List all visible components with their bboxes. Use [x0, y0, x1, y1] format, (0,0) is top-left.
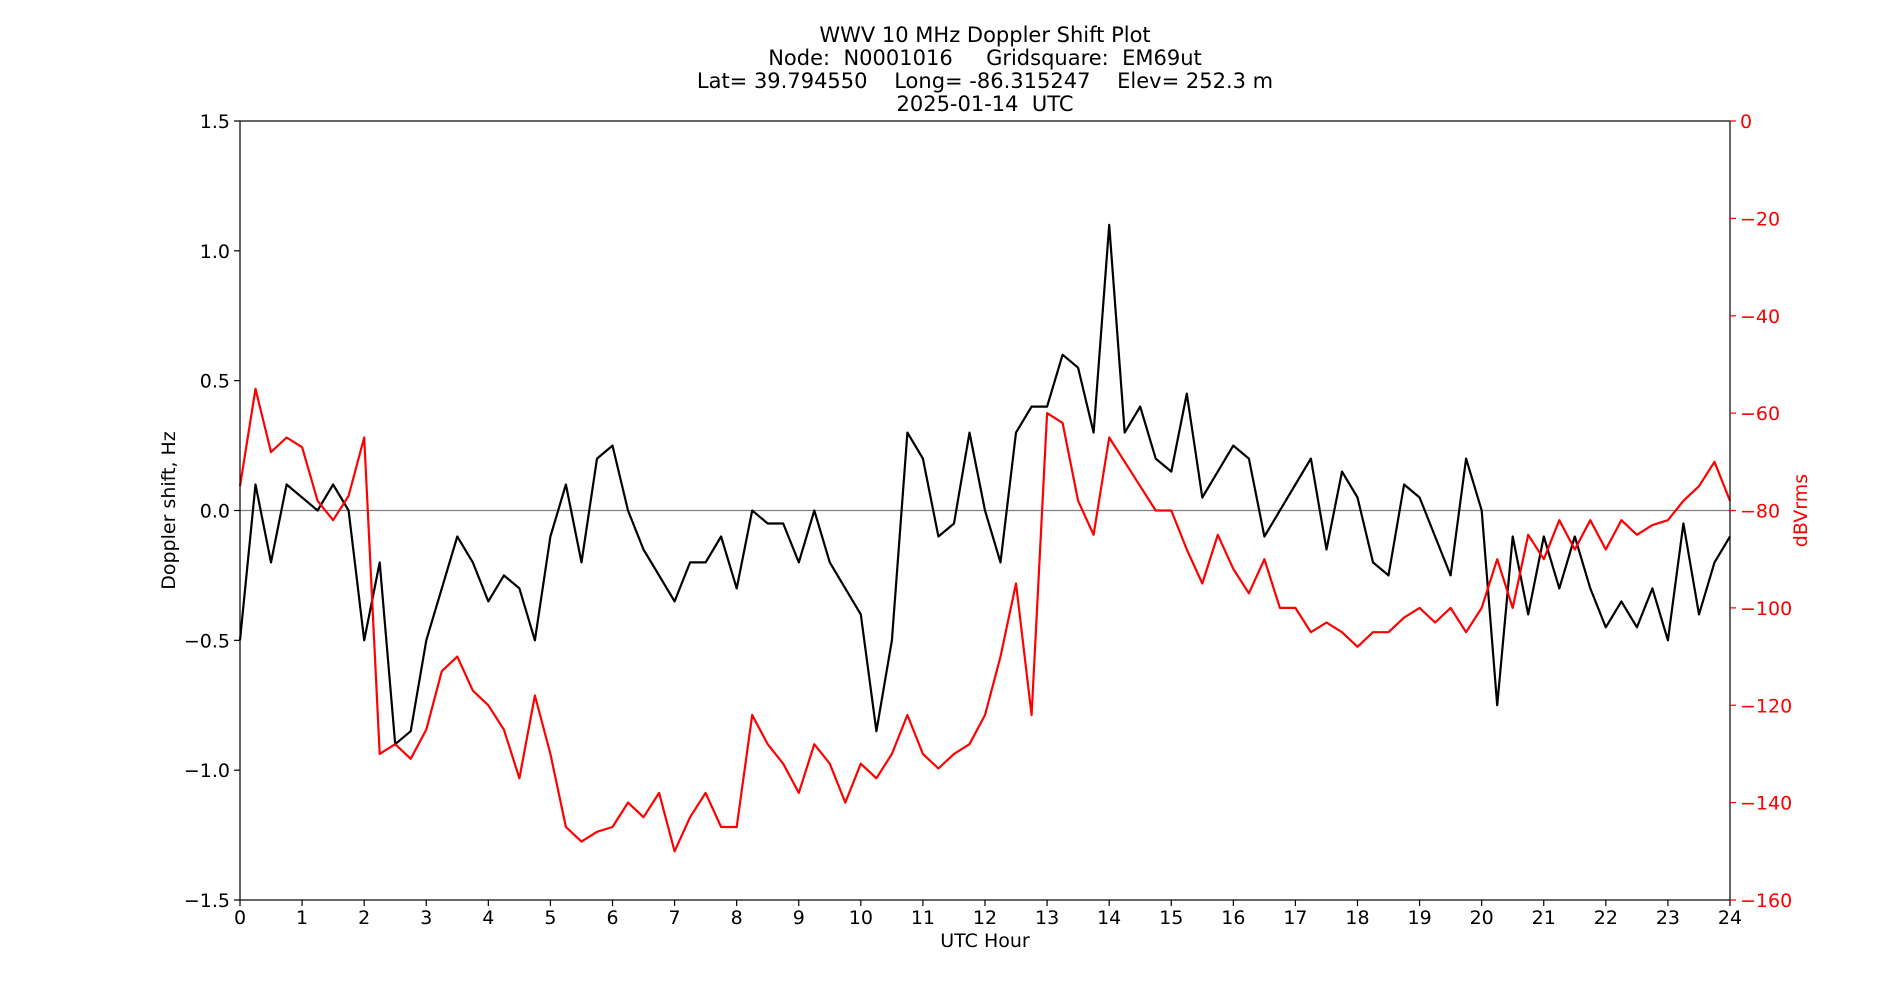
- y-tick-label: −1.5: [184, 890, 230, 912]
- x-tick-label: 7: [669, 907, 681, 929]
- x-tick-label: 19: [1407, 907, 1431, 929]
- y2-tick-label: −120: [1740, 695, 1792, 717]
- y2-tick-label: −60: [1740, 403, 1780, 425]
- y-tick-label: 0.0: [200, 501, 230, 523]
- x-tick-label: 18: [1345, 907, 1369, 929]
- y-tick-label: 0.5: [200, 371, 230, 393]
- y2-tick-label: −140: [1740, 793, 1792, 815]
- x-tick-label: 5: [544, 907, 556, 929]
- y-tick-label: 1.0: [200, 241, 230, 263]
- x-tick-label: 6: [606, 907, 618, 929]
- x-tick-label: 10: [849, 907, 873, 929]
- x-tick-label: 22: [1594, 907, 1618, 929]
- x-tick-label: 8: [731, 907, 743, 929]
- x-tick-label: 2: [358, 907, 370, 929]
- x-tick-label: 9: [793, 907, 805, 929]
- y2-tick-label: 0: [1740, 111, 1752, 133]
- chart-title: Lat= 39.794550 Long= -86.315247 Elev= 25…: [697, 69, 1273, 93]
- y2-axis-label: dBVrms: [1790, 474, 1812, 547]
- data-line: [238, 223, 1731, 746]
- x-tick-label: 16: [1221, 907, 1245, 929]
- x-tick-label: 0: [234, 907, 246, 929]
- y2-tick-label: −100: [1740, 598, 1792, 620]
- x-axis-label: UTC Hour: [940, 930, 1030, 952]
- chart-title: Node: N0001016 Gridsquare: EM69ut: [768, 46, 1202, 70]
- chart-title: WWV 10 MHz Doppler Shift Plot: [819, 23, 1150, 47]
- data-line: [238, 387, 1732, 853]
- x-tick-label: 13: [1035, 907, 1059, 929]
- y2-tick-label: −20: [1740, 208, 1780, 230]
- y-tick-label: 1.5: [200, 111, 230, 133]
- y2-tick-label: −160: [1740, 890, 1792, 912]
- x-tick-label: 11: [911, 907, 935, 929]
- x-tick-label: 23: [1656, 907, 1680, 929]
- y-tick-label: −0.5: [184, 630, 230, 652]
- x-tick-label: 20: [1470, 907, 1494, 929]
- y-axis-label: Doppler shift, Hz: [158, 431, 180, 590]
- x-tick-label: 15: [1159, 907, 1183, 929]
- x-tick-label: 24: [1718, 907, 1742, 929]
- x-tick-label: 4: [482, 907, 494, 929]
- y2-tick-label: −80: [1740, 501, 1780, 523]
- x-tick-label: 14: [1097, 907, 1121, 929]
- y-tick-label: −1.0: [184, 760, 230, 782]
- x-tick-label: 21: [1532, 907, 1556, 929]
- x-tick-label: 3: [420, 907, 432, 929]
- x-tick-label: 1: [296, 907, 308, 929]
- x-tick-label: 17: [1283, 907, 1307, 929]
- y2-tick-label: −40: [1740, 306, 1780, 328]
- x-tick-label: 12: [973, 907, 997, 929]
- chart-title: 2025-01-14 UTC: [896, 92, 1073, 116]
